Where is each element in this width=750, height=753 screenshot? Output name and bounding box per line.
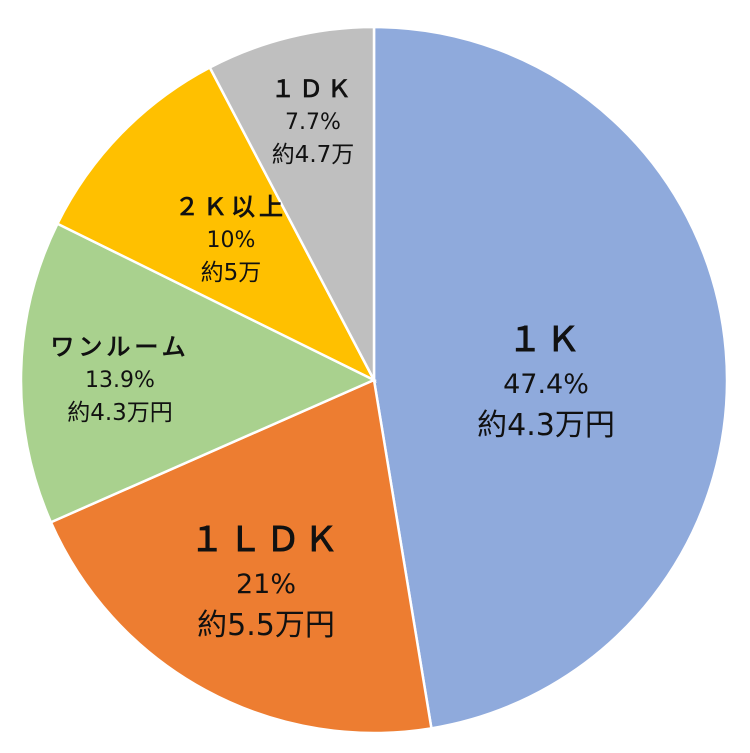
label-1k: １Ｋ 47.4% 約4.3万円 — [477, 316, 615, 448]
slice-amount: 約5万 — [200, 259, 262, 286]
slice-one-room — [19, 222, 377, 524]
slice-amount: 約4.3万円 — [67, 399, 173, 426]
slice-name: ２Ｋ以上 — [175, 192, 287, 221]
slice-percent: 47.4% — [503, 369, 589, 401]
slice-name: １ＤＫ — [271, 74, 355, 103]
label-1ldk: １ＬＤＫ 21% 約5.5万円 — [190, 516, 342, 648]
slice-name: ワンルーム — [50, 332, 190, 361]
label-2k-plus: ２Ｋ以上 10% 約5万 — [175, 190, 287, 290]
slice-name: １Ｋ — [508, 320, 584, 361]
label-1dk: １ＤＫ 7.7% 約4.7万 — [271, 72, 355, 172]
slice-1dk — [208, 25, 376, 381]
slice-2k-plus — [55, 65, 377, 383]
slice-1k — [372, 25, 729, 730]
slice-percent: 7.7% — [285, 109, 341, 135]
slice-amount: 約4.7万 — [271, 141, 355, 168]
slice-percent: 13.9% — [85, 367, 155, 393]
slice-percent: 21% — [235, 569, 296, 601]
slice-1ldk — [49, 378, 433, 735]
slice-name: １ＬＤＫ — [190, 520, 342, 561]
slice-amount: 約4.3万円 — [477, 408, 615, 444]
slice-amount: 約5.5万円 — [197, 608, 335, 644]
slice-percent: 10% — [206, 227, 256, 253]
label-one-room: ワンルーム 13.9% 約4.3万円 — [50, 330, 189, 430]
